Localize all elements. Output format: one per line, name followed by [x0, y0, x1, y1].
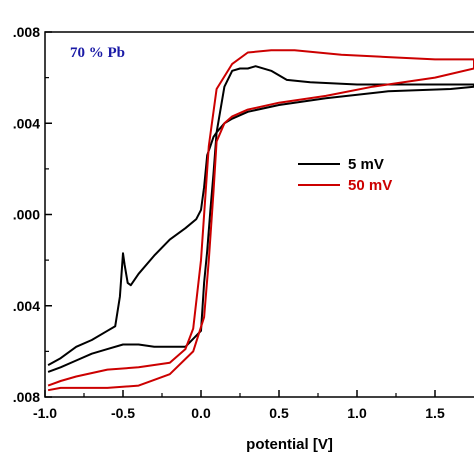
- x-tick-label: 1.5: [425, 405, 445, 421]
- series-line-1: [47, 65, 474, 373]
- x-tick-label: 0.0: [191, 405, 211, 421]
- legend-label-2: 50 mV: [348, 177, 392, 194]
- x-tick-label: 1.0: [347, 405, 367, 421]
- y-axis: .008 .004 .000 .004 .008: [13, 24, 52, 405]
- y-tick-label: .004: [13, 298, 40, 314]
- x-tick-label: -0.5: [111, 405, 135, 421]
- plot-lines: [47, 49, 474, 392]
- y-tick-label: .008: [13, 24, 40, 40]
- y-tick-label: .004: [13, 115, 40, 131]
- y-tick-label: .008: [13, 389, 40, 405]
- x-axis-title: potential [V]: [246, 436, 333, 453]
- x-tick-label: 0.5: [269, 405, 289, 421]
- x-axis: -1.0 -0.5 0.0 0.5 1.0 1.5: [33, 390, 445, 421]
- sample-annotation: 70 % Pb: [70, 45, 125, 61]
- series-line-2: [47, 49, 474, 392]
- y-tick-label: .000: [13, 207, 40, 223]
- plot-frame: [44, 31, 474, 398]
- x-tick-label: -1.0: [33, 405, 57, 421]
- legend-label-1: 5 mV: [348, 156, 384, 173]
- legend: 5 mV 50 mV: [298, 156, 392, 194]
